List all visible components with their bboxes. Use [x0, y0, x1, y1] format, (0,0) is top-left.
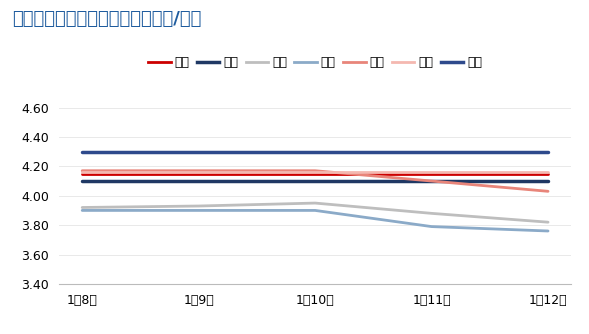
河北: [428, 211, 435, 215]
湖北: [79, 169, 86, 173]
辽宁: [312, 208, 319, 212]
江苏: [428, 170, 435, 174]
湖北: [428, 179, 435, 183]
河北: [79, 205, 86, 209]
河北: [544, 220, 551, 224]
河南: [544, 179, 551, 183]
江苏: [195, 170, 202, 174]
四川: [79, 150, 86, 154]
河北: [312, 201, 319, 205]
Line: 辽宁: 辽宁: [82, 210, 548, 231]
山东: [428, 172, 435, 176]
四川: [195, 150, 202, 154]
湖北: [544, 189, 551, 193]
Line: 湖北: 湖北: [82, 171, 548, 191]
河南: [79, 179, 86, 183]
河北: [195, 204, 202, 208]
江苏: [312, 170, 319, 174]
河南: [195, 179, 202, 183]
四川: [544, 150, 551, 154]
Legend: 山东, 河南, 河北, 辽宁, 湖北, 江苏, 四川: 山东, 河南, 河北, 辽宁, 湖北, 江苏, 四川: [143, 51, 487, 74]
河南: [312, 179, 319, 183]
山东: [195, 172, 202, 176]
山东: [312, 172, 319, 176]
辽宁: [428, 224, 435, 228]
Line: 河北: 河北: [82, 203, 548, 222]
四川: [312, 150, 319, 154]
河南: [428, 179, 435, 183]
湖北: [195, 169, 202, 173]
江苏: [544, 170, 551, 174]
辽宁: [544, 229, 551, 233]
辽宁: [195, 208, 202, 212]
湖北: [312, 169, 319, 173]
山东: [544, 172, 551, 176]
辽宁: [79, 208, 86, 212]
四川: [428, 150, 435, 154]
Text: 本周重点产区鸡蛋价格走势图（元/斤）: 本周重点产区鸡蛋价格走势图（元/斤）: [12, 10, 201, 28]
江苏: [79, 170, 86, 174]
山东: [79, 172, 86, 176]
